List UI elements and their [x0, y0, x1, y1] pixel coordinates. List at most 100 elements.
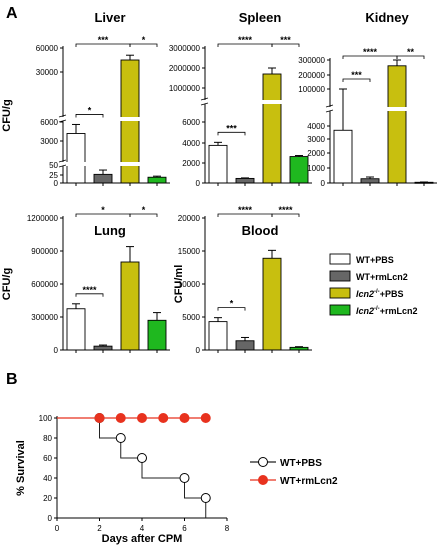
axis-break-mark: [325, 109, 334, 113]
y-tick-label: 100: [39, 414, 53, 423]
legend-label-rest: +rmLcn2: [380, 306, 418, 316]
significance-bracket: [342, 78, 371, 82]
bar: [235, 177, 255, 184]
y-tick-label: 600000: [31, 280, 58, 289]
y-tick-label: 3000: [307, 135, 325, 144]
survival-marker-wt-rmlcn2: [158, 413, 169, 423]
axis-break-mark: [58, 119, 67, 123]
legend-label: WT+PBS: [356, 255, 394, 265]
y-tick-label: 3000000: [169, 44, 201, 53]
bar: [120, 261, 140, 351]
y-tick-label: 80: [43, 434, 52, 443]
legend-swatch: [329, 270, 351, 282]
y-tick-label: 0: [196, 346, 201, 355]
survival-marker-wt-pbs: [200, 493, 211, 503]
axis-break-mark: [325, 104, 334, 108]
y-tick-label: 0: [48, 514, 53, 523]
y-tick-label: 5000: [182, 313, 200, 322]
x-tick-label: 4: [140, 524, 145, 533]
y-tick-label: 2000: [182, 159, 200, 168]
significance-label: ****: [238, 35, 253, 45]
y-tick-label: 900000: [31, 247, 58, 256]
legend-label: WT+rmLcn2: [356, 272, 408, 282]
bar: [333, 129, 353, 184]
legend-label-rest: +PBS: [380, 289, 404, 299]
survival-marker-wt-rmlcn2: [179, 413, 190, 423]
y-tick-label: 25: [49, 171, 58, 180]
significance-bracket: [217, 131, 246, 136]
significance-bracket: [271, 213, 300, 217]
legend-label: lcn2-/-+PBS: [356, 289, 403, 299]
bar-break-gap: [120, 117, 140, 121]
bar: [147, 176, 167, 184]
y-tick-label: 15000: [178, 247, 201, 256]
y-axis-label: CFU/g: [1, 99, 13, 131]
bar: [147, 319, 167, 351]
y-tick-label: 3000: [40, 137, 58, 146]
chart-title: Blood: [242, 223, 279, 238]
survival-legend-label: WT+PBS: [280, 458, 322, 469]
y-tick-label: 2000000: [169, 64, 201, 73]
survival-marker-wt-rmlcn2: [94, 413, 105, 423]
legend-label: lcn2-/-+rmLcn2: [356, 306, 417, 316]
significance-label: *: [88, 105, 92, 115]
legend-label-prefix: WT: [356, 255, 370, 265]
y-tick-label: 4000: [307, 122, 325, 131]
survival-marker-wt-rmlcn2: [200, 413, 211, 423]
y-tick-label: 50: [49, 161, 58, 170]
y-tick-label: 0: [54, 346, 59, 355]
axis-break-gap: [59, 162, 67, 166]
y-axis-label: % Survival: [15, 440, 27, 496]
axis-break-mark: [58, 114, 67, 118]
legend-label-rest: +PBS: [370, 255, 394, 265]
y-tick-label: 200000: [298, 71, 325, 80]
panel-b-label: B: [6, 371, 18, 388]
chart-title: Lung: [94, 223, 126, 238]
axis-break-gap: [201, 100, 209, 104]
bar-break-gap: [66, 162, 86, 166]
y-tick-label: 0: [54, 179, 59, 188]
x-tick-label: 8: [225, 524, 230, 533]
y-tick-label: 4000: [182, 139, 200, 148]
significance-label: ***: [226, 123, 237, 133]
survival-line-wt-pbs: [57, 417, 207, 518]
legend-swatch: [329, 253, 351, 265]
y-tick-label: 40: [43, 474, 52, 483]
panel-a-label: A: [6, 5, 18, 22]
axis-break-gap: [59, 117, 67, 121]
significance-label: ****: [238, 205, 253, 215]
legend-swatch: [329, 304, 351, 316]
survival-marker-wt-rmlcn2: [115, 413, 126, 423]
significance-label: *: [230, 299, 234, 309]
y-tick-label: 1000000: [169, 84, 201, 93]
significance-bracket: [129, 213, 158, 217]
significance-label: ****: [278, 205, 293, 215]
bar-break-gap: [387, 107, 407, 111]
legend-label-prefix: lcn2: [356, 289, 374, 299]
axis-break-gap: [326, 107, 334, 111]
survival-legend-marker: [258, 457, 268, 467]
bar: [262, 73, 282, 184]
y-tick-label: 30000: [36, 68, 59, 77]
significance-label: ***: [98, 35, 109, 45]
x-axis-label: Days after CPM: [102, 533, 183, 545]
survival-legend-marker: [258, 475, 268, 485]
bar: [289, 156, 309, 184]
significance-label: *: [142, 205, 146, 215]
significance-label: **: [407, 47, 415, 57]
bar: [387, 65, 407, 184]
survival-marker-wt-pbs: [179, 473, 190, 483]
y-tick-label: 0: [196, 179, 201, 188]
y-tick-label: 60: [43, 454, 52, 463]
y-tick-label: 300000: [31, 313, 58, 322]
y-tick-label: 6000: [40, 118, 58, 127]
significance-label: *: [101, 205, 105, 215]
chart-title: Liver: [94, 10, 125, 25]
legend-label-prefix: WT: [356, 272, 370, 282]
axis-break-mark: [58, 164, 67, 168]
survival-marker-wt-pbs: [137, 453, 147, 463]
survival-marker-wt-pbs: [115, 433, 126, 443]
legend-swatch: [329, 287, 351, 299]
